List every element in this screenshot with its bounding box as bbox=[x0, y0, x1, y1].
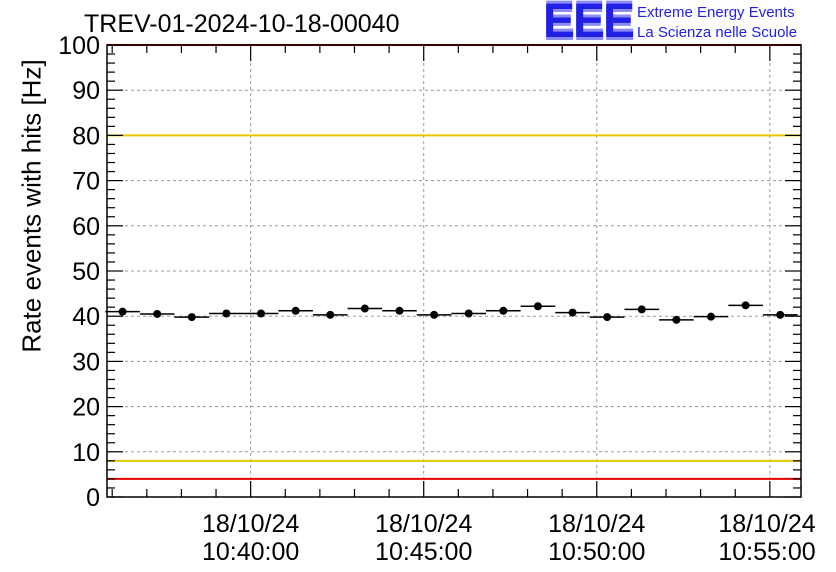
x-tick-label-time: 10:50:00 bbox=[548, 538, 645, 566]
point-marker bbox=[326, 310, 335, 319]
data-point bbox=[520, 302, 556, 311]
data-point bbox=[693, 312, 729, 321]
data-point bbox=[243, 309, 279, 318]
point-marker bbox=[776, 310, 785, 319]
point-marker bbox=[672, 315, 681, 324]
y-tick-label: 50 bbox=[72, 258, 100, 286]
point-marker bbox=[464, 309, 473, 318]
run-title: TREV-01-2024-10-18-00040 bbox=[84, 10, 400, 38]
point-marker bbox=[360, 304, 369, 313]
point-marker bbox=[707, 312, 716, 321]
point-marker bbox=[291, 306, 300, 315]
data-point bbox=[624, 305, 660, 314]
grid-lines bbox=[107, 45, 801, 497]
y-tick-label: 10 bbox=[72, 439, 100, 467]
data-point bbox=[416, 310, 452, 319]
data-point bbox=[347, 304, 383, 313]
data-points bbox=[105, 301, 798, 324]
data-point bbox=[555, 308, 590, 317]
y-tick-label: 80 bbox=[72, 122, 100, 150]
point-marker bbox=[637, 305, 646, 314]
data-point bbox=[174, 313, 210, 322]
data-point bbox=[209, 309, 244, 318]
point-marker bbox=[499, 306, 508, 315]
x-tick-label-date: 18/10/24 bbox=[375, 510, 472, 538]
y-tick-label: 60 bbox=[72, 213, 100, 241]
point-marker bbox=[118, 307, 127, 316]
logo-mark: EEE bbox=[543, 0, 635, 48]
x-axis: 18/10/2410:40:0018/10/2410:45:0018/10/24… bbox=[111, 45, 816, 566]
data-point bbox=[589, 313, 625, 322]
data-point bbox=[278, 306, 313, 315]
data-point bbox=[659, 315, 694, 324]
data-point bbox=[762, 310, 798, 319]
y-tick-label: 40 bbox=[72, 303, 100, 331]
point-marker bbox=[222, 309, 231, 318]
y-tick-label: 100 bbox=[58, 32, 100, 60]
x-tick-label-date: 18/10/24 bbox=[718, 510, 815, 538]
y-axis: 0 10 20 30 40 50 60 70 80 90 100 bbox=[58, 32, 801, 512]
data-point bbox=[139, 309, 175, 318]
y-tick-label: 90 bbox=[72, 77, 100, 105]
y-tick-label: 70 bbox=[72, 168, 100, 196]
x-tick-label-time: 10:45:00 bbox=[375, 538, 472, 566]
data-point bbox=[105, 307, 140, 316]
data-point bbox=[728, 301, 763, 310]
point-marker bbox=[187, 313, 196, 322]
logo-line-1: Extreme Energy Events bbox=[637, 4, 795, 21]
point-marker bbox=[395, 306, 404, 315]
data-point bbox=[312, 310, 348, 319]
x-tick-label-date: 18/10/24 bbox=[202, 510, 299, 538]
y-tick-label: 0 bbox=[86, 484, 100, 512]
point-marker bbox=[257, 309, 266, 318]
x-tick-label-date: 18/10/24 bbox=[548, 510, 645, 538]
point-marker bbox=[741, 301, 750, 310]
reference-lines bbox=[107, 44, 801, 480]
point-marker bbox=[603, 313, 612, 322]
data-point bbox=[451, 309, 487, 318]
logo-text: Extreme Energy Events La Scienza nelle S… bbox=[637, 3, 797, 43]
y-tick-label: 20 bbox=[72, 394, 100, 422]
data-point bbox=[486, 306, 521, 315]
x-tick-label-time: 10:40:00 bbox=[202, 538, 299, 566]
point-marker bbox=[568, 308, 577, 317]
x-tick-label-time: 10:55:00 bbox=[718, 538, 815, 566]
logo-line-2: La Scienza nelle Scuole bbox=[637, 24, 798, 41]
point-marker bbox=[533, 302, 542, 311]
point-marker bbox=[430, 310, 439, 319]
point-marker bbox=[153, 309, 162, 318]
data-point bbox=[382, 306, 417, 315]
y-tick-label: 30 bbox=[72, 348, 100, 376]
